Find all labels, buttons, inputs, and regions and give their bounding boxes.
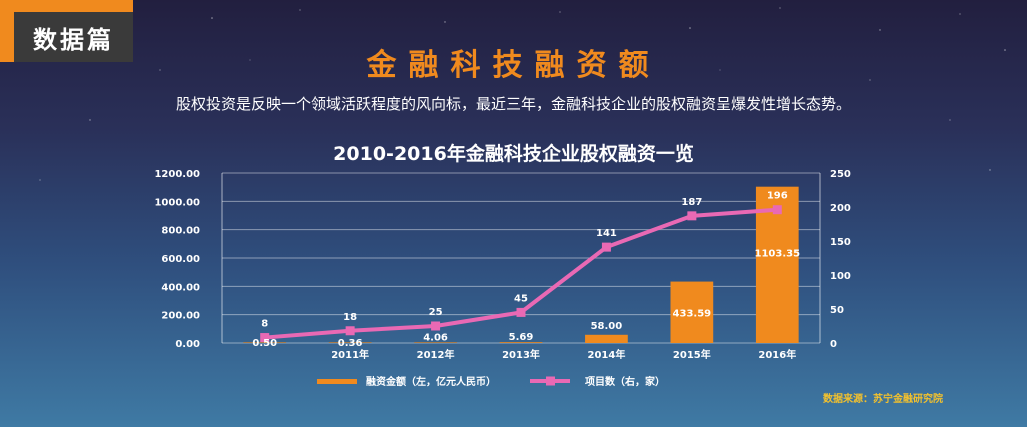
right-axis-tick-label: 100	[830, 271, 851, 282]
left-axis-tick-label: 1200.00	[154, 169, 200, 180]
bar-value-label: 5.69	[509, 332, 534, 343]
x-axis-tick-label: 2011年	[331, 348, 369, 361]
line-value-label: 18	[343, 312, 357, 323]
left-axis-tick-label: 400.00	[161, 282, 200, 293]
right-axis-tick-label: 200	[830, 203, 851, 214]
section-tag: 数据篇	[0, 0, 133, 62]
chart-title: 2010-2016年金融科技企业股权融资一览	[333, 143, 694, 165]
line-point-marker	[431, 321, 441, 331]
left-axis-tick-label: 1000.00	[154, 197, 200, 208]
legend-marker-projects	[546, 376, 555, 386]
line-point-marker	[687, 211, 697, 221]
bar-funding	[328, 342, 372, 343]
bar-value-label: 433.59	[673, 308, 712, 319]
bar-funding	[243, 342, 287, 343]
left-axis-tick-label: 600.00	[161, 254, 200, 265]
line-value-label: 25	[429, 307, 443, 318]
x-axis-tick-label: 2014年	[588, 348, 626, 361]
left-axis-tick-label: 200.00	[161, 311, 200, 322]
left-axis-tick-label: 0.00	[175, 339, 200, 350]
line-value-label: 196	[767, 191, 788, 202]
line-value-label: 8	[261, 319, 268, 330]
page-subtitle: 股权投资是反映一个领域活跃程度的风向标，最近三年，金融科技企业的股权融资呈爆发性…	[175, 95, 851, 113]
line-point-marker	[260, 333, 270, 343]
bar-funding	[499, 342, 543, 343]
section-tag-label: 数据篇	[14, 12, 133, 62]
x-axis-tick-label: 2012年	[417, 348, 455, 361]
line-point-marker	[772, 205, 782, 215]
data-source: 数据来源：苏宁金融研究院	[823, 394, 943, 405]
right-axis-tick-label: 50	[830, 305, 844, 316]
bar-funding	[585, 334, 628, 343]
line-value-label: 187	[681, 197, 702, 208]
line-point-marker	[516, 307, 526, 317]
right-axis-tick-label: 0	[830, 339, 837, 350]
bar-value-label: 1103.35	[755, 249, 801, 260]
right-axis-tick-label: 150	[830, 237, 851, 248]
line-value-label: 45	[514, 293, 528, 304]
legend-label-projects: 项目数（右，家）	[585, 375, 665, 388]
bar-funding	[670, 281, 714, 343]
left-axis-tick-label: 800.00	[161, 226, 200, 237]
legend-swatch-funding	[317, 379, 357, 384]
legend-label-funding: 融资金额（左，亿元人民币）	[366, 375, 496, 388]
x-axis-tick-label: 2013年	[502, 348, 540, 361]
page-title: 金融科技融资额	[366, 48, 661, 83]
x-axis-tick-label: 2015年	[673, 348, 711, 361]
bar-value-label: 58.00	[591, 321, 623, 332]
bar-funding	[414, 342, 457, 343]
bar-value-label: 4.06	[423, 332, 448, 343]
line-point-marker	[345, 326, 355, 336]
bar-value-label: 0.50	[252, 338, 277, 349]
bar-value-label: 0.36	[338, 338, 363, 349]
line-value-label: 141	[596, 228, 617, 239]
line-point-marker	[601, 242, 611, 252]
x-axis-tick-label: 2016年	[758, 348, 796, 361]
right-axis-tick-label: 250	[830, 169, 851, 180]
